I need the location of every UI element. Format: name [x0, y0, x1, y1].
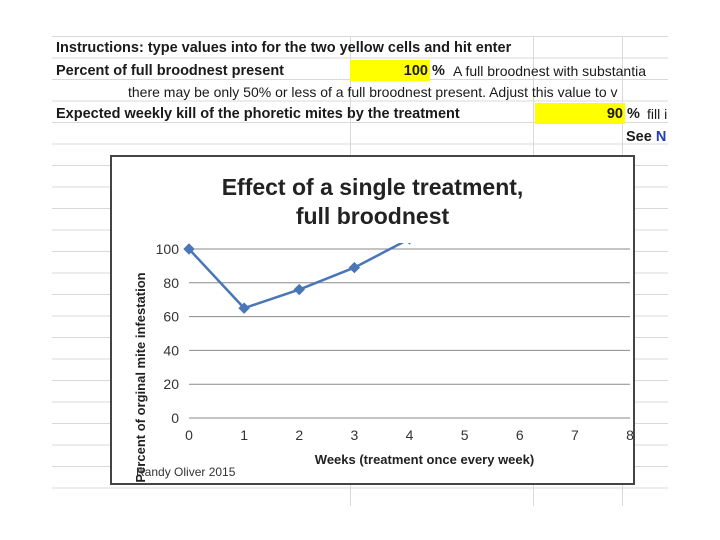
data-point-marker — [183, 243, 195, 255]
y-tick-label: 0 — [171, 410, 179, 426]
y-tick-label: 100 — [156, 241, 180, 257]
chart-credit: Randy Oliver 2015 — [136, 465, 236, 479]
y-tick-label: 20 — [163, 376, 179, 392]
kill-value[interactable]: 90 — [606, 106, 623, 122]
instructions-text: Instructions: type values into for the t… — [56, 40, 512, 56]
kill-unit: % — [627, 106, 640, 122]
brood-value-cell[interactable] — [350, 60, 430, 81]
data-point-marker — [238, 302, 250, 314]
x-tick-label: 7 — [571, 427, 579, 443]
see-label: See — [626, 129, 652, 145]
y-tick-label: 40 — [163, 342, 179, 358]
x-tick-label: 3 — [350, 427, 358, 443]
series-line — [188, 243, 405, 310]
see-link-row[interactable]: See N — [626, 127, 666, 148]
x-tick-label: 5 — [461, 427, 469, 443]
x-tick-label: 2 — [295, 427, 303, 443]
kill-label: Expected weekly kill of the phoretic mit… — [56, 106, 460, 122]
chart-title-line-1: Effect of a single treatment, — [221, 174, 524, 200]
data-point-marker — [407, 243, 412, 245]
brood-label: Percent of full broodnest present — [56, 63, 284, 79]
x-tick-label: 8 — [626, 427, 633, 443]
x-axis-label: Weeks (treatment once every week) — [315, 452, 534, 467]
kill-value-cell[interactable] — [535, 103, 625, 124]
y-tick-label: 60 — [163, 309, 179, 325]
x-tick-label: 0 — [185, 427, 193, 443]
see-link[interactable]: N — [655, 129, 667, 145]
x-tick-label: 1 — [240, 427, 248, 443]
x-tick-label: 6 — [516, 427, 524, 443]
line-chart: 0 20 40 60 80 100 0 1 2 3 4 5 6 7 8 Weeks (treatment on… — [133, 241, 633, 483]
brood-unit: % — [432, 63, 445, 79]
kill-note: fill i — [647, 106, 668, 122]
y-tick-label: 80 — [163, 275, 179, 291]
x-tick-label: 4 — [406, 427, 414, 443]
brood-value[interactable]: 100 — [403, 63, 428, 79]
chart-title: Effect of a single treatment, full brood… — [112, 173, 633, 231]
brood-note-continued: there may be only 50% or less of a full … — [128, 84, 618, 100]
y-axis-label: Percent of orginal mite infestation — [133, 272, 148, 482]
brood-note: A full broodnest with substantia — [453, 63, 647, 79]
data-point-marker — [293, 283, 305, 296]
chart-title-line-2: full broodnest — [295, 203, 450, 229]
chart-container[interactable]: Effect of a single treatment, full brood… — [110, 155, 635, 485]
data-point-marker — [348, 261, 361, 274]
